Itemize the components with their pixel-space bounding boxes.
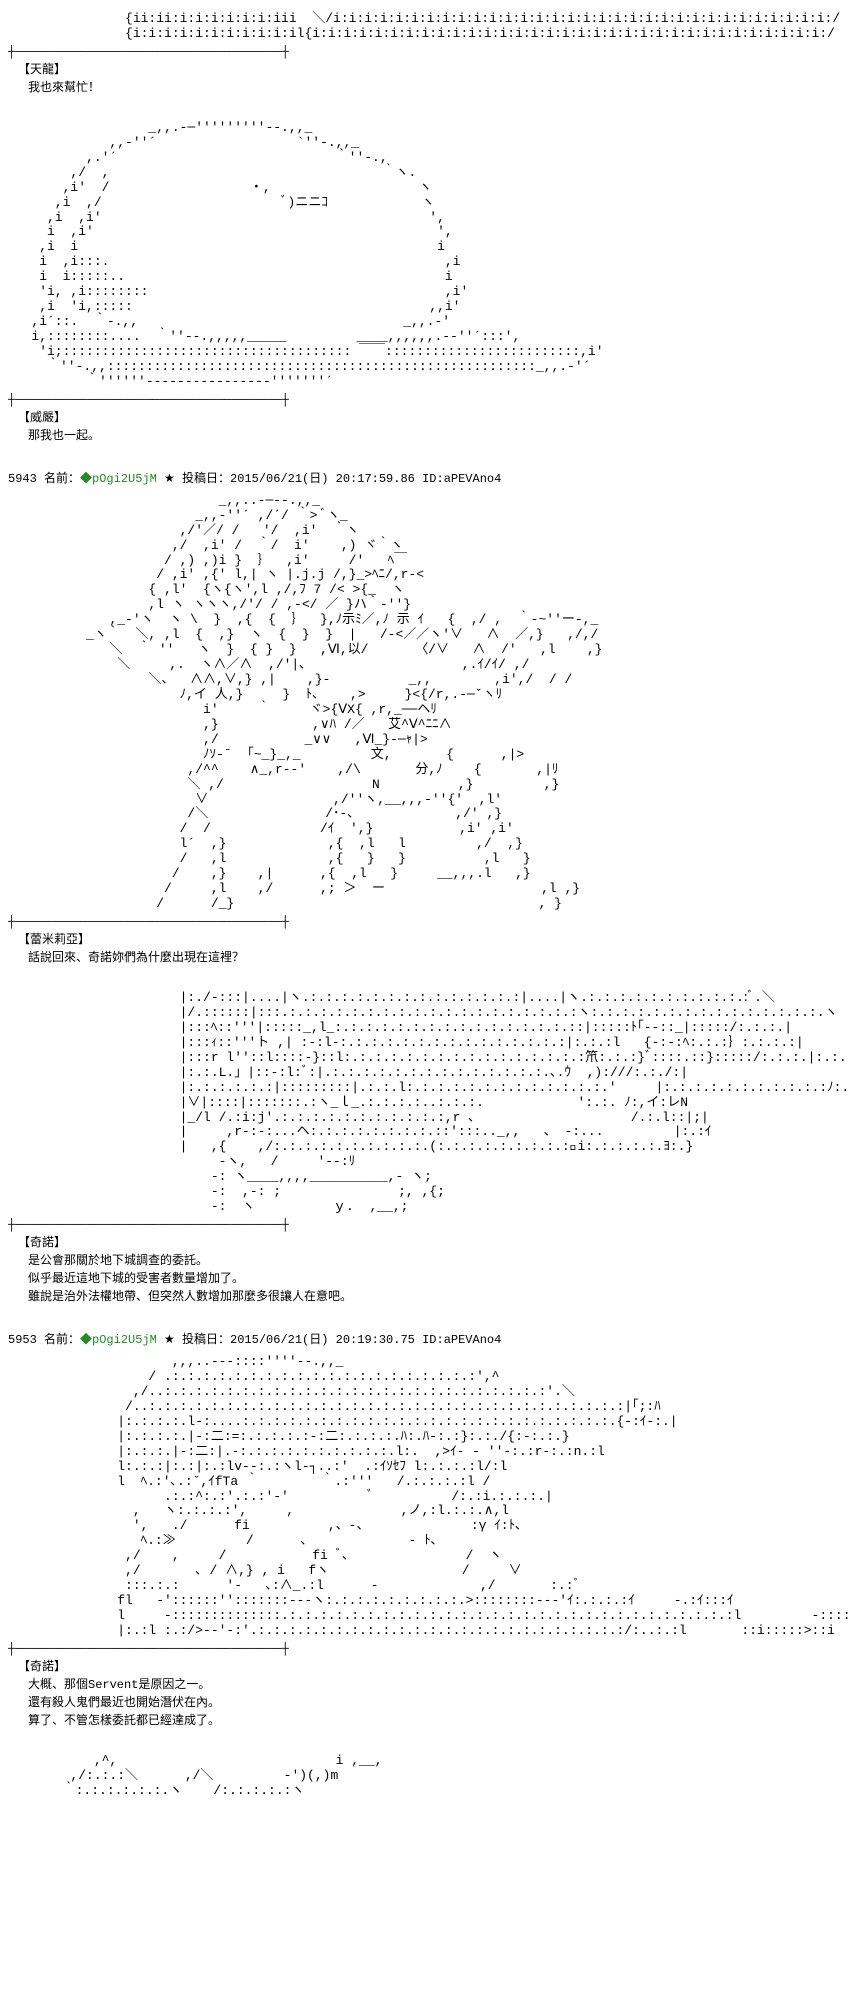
ascii-art: ,,,..-‐‐::::''''‐‐.,,_ / .:.:.:.:.:.:.:.…: [8, 1355, 841, 1639]
post-block-5: ,^, i ,__, ,/:.:.:＼ ,/＼ ‐')(,)m ｀:.:.:.:…: [8, 1754, 841, 1799]
speaker-label: 【蕾米莉亞】: [18, 930, 841, 947]
trip-code: ◆pOgi2U5jM: [80, 472, 157, 486]
ascii-art-top: {ii:ii:i:i:i:i:i:i:iii ＼/i:i:i:i:i:i:i:i…: [8, 12, 841, 42]
post-number: 5943: [8, 472, 37, 486]
post-block-0: {ii:ii:i:i:i:i:i:i:iii ＼/i:i:i:i:i:i:i:i…: [8, 12, 841, 97]
divider: ┼─────────────────────────────────────┼: [8, 1643, 841, 1655]
trip-code: ◆pOgi2U5jM: [80, 1333, 157, 1347]
date-label: 投稿日：: [182, 1333, 230, 1347]
dialogue-text: 話說回來、奇諾妳們為什麼出現在這裡？: [28, 949, 841, 967]
post-id: aPEVAno4: [444, 472, 502, 486]
speaker-label: 【威嚴】: [18, 408, 841, 425]
post-block-2: _,,..-─-‐.,,_ _,,‐''´ ,/´/ ｀> ﾞヽ_ ,/'／/ …: [8, 494, 841, 967]
post-date: 2015/06/21(日) 20:19:30.75: [230, 1333, 415, 1347]
post-date: 2015/06/21(日) 20:17:59.86: [230, 472, 415, 486]
post-block-3: |:./‐:::|....|ヽ.:.:.:.:.:.:.:.:.:.:.:.:.…: [8, 991, 841, 1306]
ascii-art: _,,..-─-‐.,,_ _,,‐''´ ,/´/ ｀> ﾞヽ_ ,/'／/ …: [8, 494, 841, 912]
date-label: 投稿日：: [182, 472, 230, 486]
post-number: 5953: [8, 1333, 37, 1347]
dialogue-text: 那我也一起。: [28, 427, 841, 445]
post-id: aPEVAno4: [444, 1333, 502, 1347]
star-icon: ★: [164, 1333, 175, 1347]
divider: ┼─────────────────────────────────────┼: [8, 1219, 841, 1231]
dialogue-text: 是公會那關於地下城調查的委託。 似乎最近這地下城的受害者數量增加了。 雖說是治外…: [28, 1252, 841, 1306]
name-label: 名前：: [44, 472, 80, 486]
speaker-label: 【奇諾】: [18, 1233, 841, 1250]
speaker-label: 【奇諾】: [18, 1657, 841, 1674]
post-header-5953: 5953 名前：◆pOgi2U5jM ★ 投稿日：2015/06/21(日) 2…: [8, 1330, 841, 1347]
ascii-art: _,,.-─'''''''''‐-.,,_ ,,-''´ `''‐.,,_ ,.…: [8, 121, 841, 390]
ascii-art-bottom: ,^, i ,__, ,/:.:.:＼ ,/＼ ‐')(,)m ｀:.:.:.:…: [8, 1754, 841, 1799]
name-label: 名前：: [44, 1333, 80, 1347]
star-icon: ★: [164, 472, 175, 486]
post-header-5943: 5943 名前：◆pOgi2U5jM ★ 投稿日：2015/06/21(日) 2…: [8, 469, 841, 486]
dialogue-text: 大概、那個Servent是原因之一。 還有殺人鬼們最近也開始潛伏在內。 算了、不…: [28, 1676, 841, 1730]
speaker-label: 【天龍】: [18, 60, 841, 77]
post-block-1: _,,.-─'''''''''‐-.,,_ ,,-''´ `''‐.,,_ ,.…: [8, 121, 841, 445]
ascii-art: |:./‐:::|....|ヽ.:.:.:.:.:.:.:.:.:.:.:.:.…: [8, 991, 841, 1215]
divider: ┼─────────────────────────────────────┼: [8, 394, 841, 406]
id-label: ID:: [422, 472, 444, 486]
dialogue-text: 我也來幫忙！: [28, 79, 841, 97]
divider: ┼─────────────────────────────────────┼: [8, 46, 841, 58]
post-block-4: ,,,..-‐‐::::''''‐‐.,,_ / .:.:.:.:.:.:.:.…: [8, 1355, 841, 1730]
id-label: ID:: [422, 1333, 444, 1347]
divider: ┼─────────────────────────────────────┼: [8, 916, 841, 928]
